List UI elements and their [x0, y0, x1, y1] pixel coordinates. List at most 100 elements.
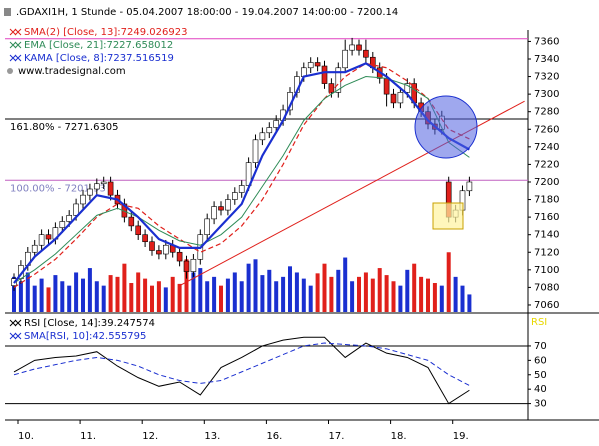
y-tick-label: 7280 [534, 107, 559, 118]
volume-bar [426, 278, 430, 312]
volume-bar [274, 281, 279, 312]
indicator-line [13, 342, 470, 386]
volume-bar [129, 283, 134, 312]
y-tick-label: 7360 [534, 36, 559, 47]
y-tick-label: 7160 [534, 212, 559, 223]
x-tick-label: 18. [391, 431, 407, 442]
candle-body [142, 234, 148, 243]
volume-bar [322, 263, 327, 312]
legend-label: SMA[RSI, 10]:42.555795 [24, 331, 146, 342]
y-tick-label: 7320 [534, 72, 559, 83]
volume-bar [18, 281, 23, 312]
legend-label: SMA(2) [Close, 13]:7249.026923 [24, 27, 187, 38]
volume-bar [46, 287, 51, 312]
y-tick-label: 7060 [534, 300, 559, 311]
candle-body [176, 251, 183, 262]
candle-body [404, 83, 411, 93]
candle-body [80, 194, 86, 205]
candle-body [100, 181, 107, 185]
y-tick-label: 7220 [534, 159, 559, 170]
y-tick-label: 50 [534, 370, 547, 381]
volume-bar [101, 285, 106, 312]
volume-bar [453, 276, 458, 312]
candle-body [397, 92, 404, 104]
volume-bar [288, 266, 292, 312]
volume-bar [163, 287, 168, 312]
candle-body [190, 258, 197, 272]
volume-bar [246, 263, 251, 312]
x-tick-label: 17. [329, 431, 345, 442]
volume-bar [39, 278, 44, 312]
y-tick-label: 7200 [534, 177, 559, 188]
y-tick-label: 7340 [534, 54, 559, 65]
volume-bar [12, 276, 16, 312]
candle-body [390, 93, 397, 104]
volume-bar [177, 283, 182, 312]
indicator-line [13, 76, 470, 284]
volume-bar [136, 272, 141, 312]
volume-bar [343, 257, 348, 312]
volume-bar [198, 268, 203, 312]
overlay: 7060708071007120714071607180720072207240… [9, 27, 559, 442]
volume-bar [108, 275, 113, 312]
volume-bar [53, 275, 58, 312]
candle-body [183, 260, 190, 272]
candle-body [266, 127, 273, 134]
candle-body [87, 188, 93, 196]
volume-bar [281, 276, 286, 312]
volume-bar [329, 276, 334, 312]
indicator-line [13, 336, 470, 405]
volume-bar [184, 259, 189, 312]
volume-bar [357, 276, 361, 312]
candle-body [321, 65, 328, 84]
volume-bar [232, 272, 237, 312]
volume-bar [205, 281, 210, 312]
candle-body [349, 44, 355, 51]
candle-body [31, 244, 38, 253]
chart-title: .GDAXI1H, 1 Stunde - 05.04.2007 18:00:00… [16, 7, 398, 18]
candle-body [211, 206, 217, 220]
legend-label: EMA [Close, 21]:7227.658012 [24, 40, 173, 51]
volume-bar [122, 263, 127, 312]
annotations [414, 95, 478, 230]
y-tick-label: 7080 [534, 282, 559, 293]
candle-body [135, 225, 141, 235]
volume-bar [377, 268, 382, 312]
y-tick-label: 60 [534, 355, 547, 366]
candle-body [45, 234, 52, 240]
candle-body [259, 132, 266, 141]
x-tick-label: 11. [80, 431, 96, 442]
candle-body [342, 49, 349, 69]
volume-bar [391, 281, 396, 312]
volume-bar [370, 278, 375, 312]
candle-body [94, 183, 100, 190]
plot: 161.80% - 7271.6305 100.00% - 7201.93 [5, 37, 528, 405]
volume-bar [94, 281, 99, 312]
legend-icon [9, 319, 22, 327]
indicator-line [13, 62, 470, 284]
volume-bar [81, 278, 85, 312]
candle-body [149, 241, 155, 251]
candle-body [363, 49, 369, 58]
candle-body [238, 185, 245, 193]
website: www.tradesignal.com [18, 66, 126, 77]
volume-bar [170, 276, 175, 312]
candle-body [232, 192, 238, 200]
panel-label: RSI [531, 317, 547, 328]
candle-body [335, 67, 342, 93]
candle-body [383, 78, 390, 95]
volume-bar [467, 294, 472, 312]
x-tick-label: 16. [266, 431, 282, 442]
volume-bar [363, 272, 368, 312]
volume-bar [32, 285, 37, 312]
candle-body [66, 215, 72, 222]
legend-label: RSI [Close, 14]:39.247574 [24, 318, 155, 329]
legend-icon [9, 28, 22, 36]
legend-label: KAMA [Close, 8]:7237.516519 [24, 53, 174, 64]
volume-bar [225, 278, 230, 312]
candle-body [59, 221, 66, 228]
candle-body [156, 250, 162, 255]
candle-body [466, 181, 473, 192]
candle-body [328, 83, 335, 93]
candle-body [225, 199, 231, 211]
